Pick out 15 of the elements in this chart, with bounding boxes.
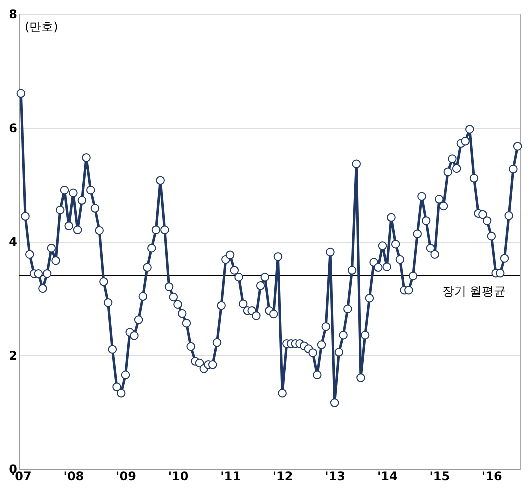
y-axis-title: (만호) [25,20,58,34]
x-tick-label: '08 [64,470,84,484]
x-tick-label: '16 [482,470,502,484]
x-tick-label: '09 [116,470,136,484]
ref-line-label: 장기 월평균 [442,284,506,299]
x-tick-label: '15 [430,470,450,484]
y-tick-label: 4 [9,235,18,249]
x-tick-label: '10 [168,470,189,484]
x-tick-label: '11 [220,470,241,484]
x-tick-label: '14 [377,470,398,484]
y-tick-label: 6 [9,121,18,136]
y-tick-label: 2 [9,348,18,363]
x-tick-label: '12 [272,470,294,484]
x-tick-label: '13 [325,470,346,484]
y-tick-label: 8 [9,8,18,22]
